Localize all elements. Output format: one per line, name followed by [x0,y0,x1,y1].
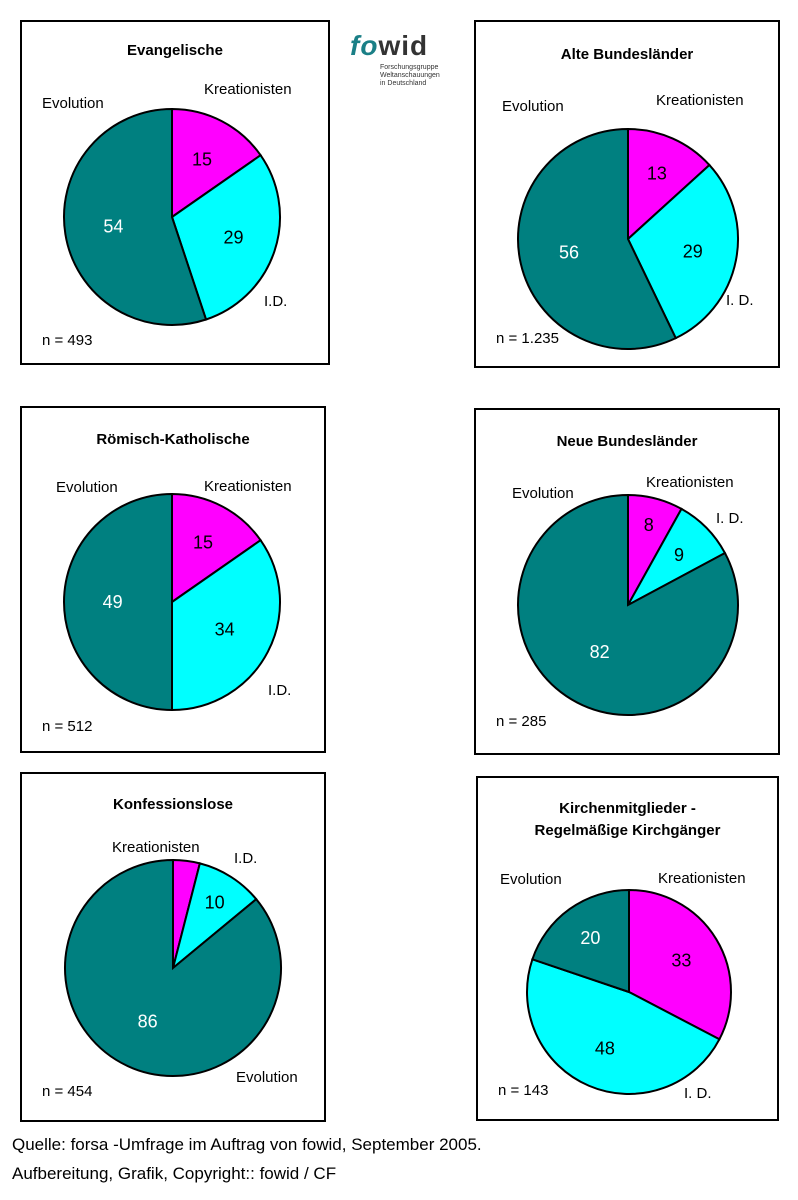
slice-value-kreationisten: 33 [671,950,691,970]
source-line-1: Quelle: forsa -Umfrage im Auftrag von fo… [12,1135,482,1154]
logo-wordmark-part2: wid [378,30,429,61]
pie-slice-kreationisten [171,492,262,604]
slice-value-evolution: 82 [590,642,610,662]
slice-category-label-i-d: I.D. [268,682,291,699]
slice-category-label-i-d: I.D. [234,850,257,867]
slice-category-label-evolution: Evolution [56,479,118,496]
logo-wordmark: fowid [350,30,428,62]
slice-category-label-kreationisten: Kreationisten [204,81,292,98]
chart-title: Alte Bundesländer [560,46,694,63]
slice-value-i-d: 29 [683,242,703,262]
slice-value-i-d: 34 [215,620,235,640]
slice-category-label-kreationisten: Kreationisten [658,870,746,887]
source-line-2: Aufbereitung, Grafik, Copyright:: fowid … [12,1164,337,1183]
slice-value-i-d: 9 [674,545,684,565]
slice-value-evolution: 54 [103,217,123,237]
logo-subtitle-line1: Forschungsgruppe [380,64,439,71]
sample-size: n = 285 [496,713,547,730]
pie-chart: 89 82 Kreationisten I. D. Evolution [512,474,744,716]
pie-slice-evolution [517,127,678,350]
slice-value-evolution: 20 [580,928,600,948]
slice-value-i-d: 29 [223,227,243,247]
pie-slice-kreationisten [627,127,711,242]
sample-size: n = 454 [42,1083,93,1100]
pie-chart: 10 86 Kreationisten I.D. Evolution [64,839,298,1086]
pie-slice-kreationisten [628,888,732,1041]
pie-slice-evolution [63,107,208,326]
slice-category-label-evolution: Evolution [502,98,564,115]
sample-size: n = 512 [42,718,93,735]
pie-slice-i-d [170,153,281,321]
slice-value-kreationisten: 15 [192,150,212,170]
slice-value-i-d: 10 [205,892,225,912]
pie-slice-i-d [171,538,281,712]
chart-panel-kirchenmitglieder: Kirchenmitglieder - Regelmäßige Kirchgän… [476,776,779,1121]
slice-category-label-i-d: I. D. [726,292,754,309]
slice-category-label-evolution: Evolution [42,95,104,112]
pie-slice-i-d [526,958,721,1095]
slice-category-label-evolution: Evolution [512,485,574,502]
slice-category-label-kreationisten: Kreationisten [656,92,744,109]
pie-slice-evolution [64,858,282,1077]
chart-title: Neue Bundesländer [556,433,698,450]
slice-value-kreationisten: 8 [644,515,654,535]
pie-slice-evolution [63,492,173,712]
slice-value-evolution: 86 [138,1012,158,1032]
slice-value-i-d: 48 [595,1038,615,1058]
chart-panel-konfessionslose: Konfessionslose 10 86 Kreationisten I.D. Evo… [20,772,326,1122]
slice-category-label-kreationisten: Kreationisten [646,474,734,491]
pie-chart: 15 34 49 Kreationisten I.D. Evolution [56,478,292,712]
pie-slice-evolution [517,493,739,716]
slice-category-label-i-d: I. D. [716,510,744,527]
chart-title: Evangelische [127,42,223,59]
slice-category-label-i-d: I.D. [264,293,287,310]
pie-slice-kreationisten [171,107,262,219]
chart-panel-evangelische: Evangelische 15 29 54 Kreationisten I.D. Evol… [20,20,330,365]
slice-value-kreationisten: 15 [193,533,213,553]
logo-subtitle-line3: in Deutschland [380,80,427,87]
sample-size: n = 143 [498,1082,549,1099]
pie-chart: 15 29 54 Kreationisten I.D. Evolution [42,81,292,326]
pie-slice-evolution [531,888,630,994]
logo-wordmark-part1: fo [350,30,379,61]
pie-chart: 33 48 20 Kreationisten I. D. Evolution [500,870,746,1102]
logo-subtitle: Forschungsgruppe Weltanschauungen in Deu… [380,64,440,88]
slice-category-label-evolution: Evolution [500,871,562,888]
sample-size: n = 493 [42,332,93,349]
chart-title: Kirchenmitglieder - Regelmäßige Kirchgän… [478,798,777,842]
slice-category-label-evolution: Evolution [236,1069,298,1086]
chart-title-line1: Kirchenmitglieder - [559,800,696,817]
slice-category-label-i-d: I. D. [684,1085,712,1102]
chart-panel-roemisch-katholische: Römisch-Katholische 15 34 49 Kreationisten I… [20,406,326,753]
sample-size: n = 1.235 [496,330,559,347]
slice-value-evolution: 56 [559,243,579,263]
fowid-logo: fowid Forschungsgruppe Weltanschauungen … [350,30,460,94]
slice-value-kreationisten: 13 [647,164,667,184]
pie-chart: 13 29 56 Kreationisten I. D. Evolution [502,92,754,350]
chart-title-line2: Regelmäßige Kirchgänger [534,822,721,839]
chart-panel-neue-bundeslaender: Neue Bundesländer 8 9 82 Kreationisten I. D.… [474,408,780,755]
source-note: Quelle: forsa -Umfrage im Auftrag von fo… [12,1130,482,1188]
chart-title: Konfessionslose [112,796,234,813]
logo-subtitle-line2: Weltanschauungen [380,72,440,79]
slice-category-label-kreationisten: Kreationisten [204,478,292,495]
chart-panel-alte-bundeslaender: Alte Bundesländer 13 29 56 Kreationisten I. … [474,20,780,368]
slice-value-evolution: 49 [103,592,123,612]
slice-category-label-kreationisten: Kreationisten [112,839,200,856]
chart-title: Römisch-Katholische [96,431,250,448]
